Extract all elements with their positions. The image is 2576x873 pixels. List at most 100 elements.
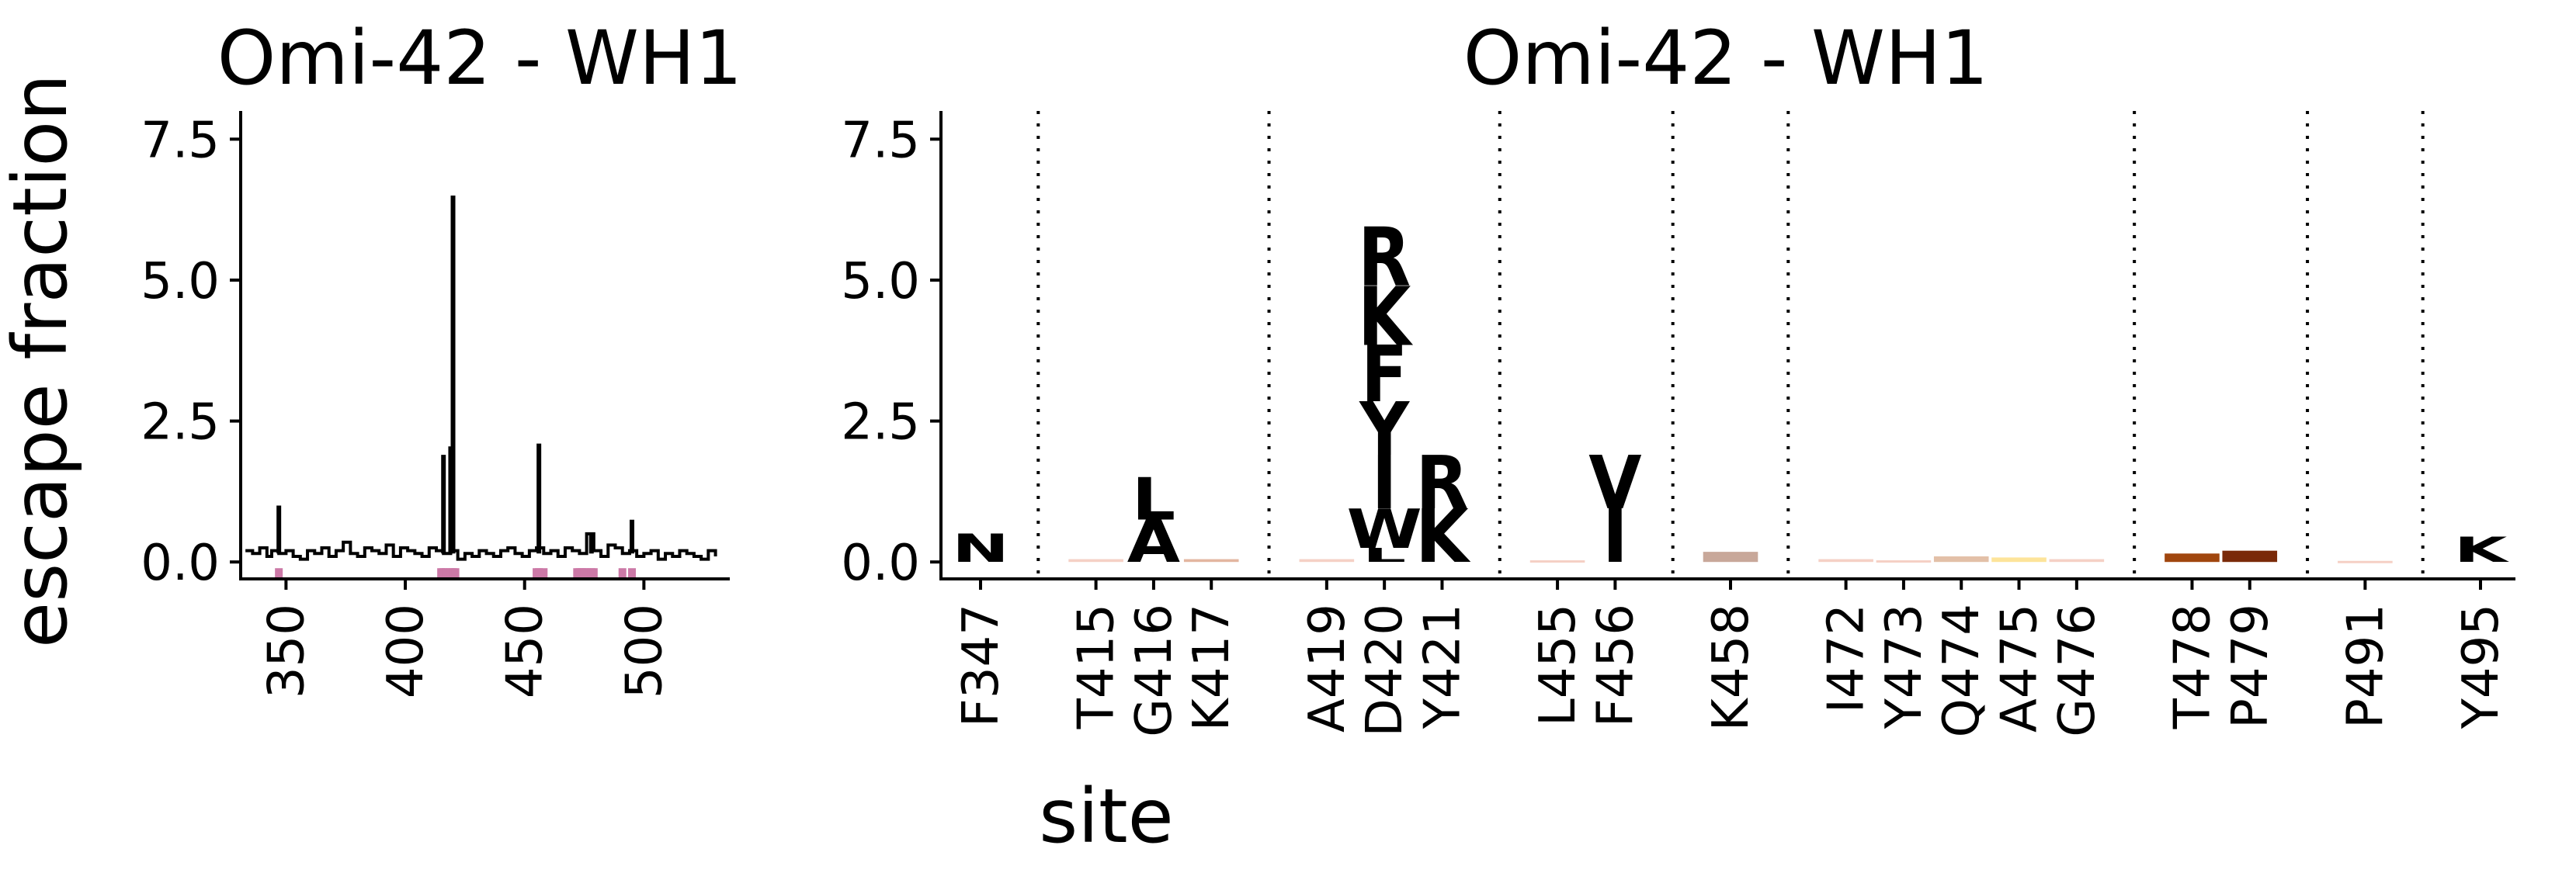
logo-letter: R: [1415, 440, 1468, 526]
logo-letter-group: R: [1358, 210, 1411, 305]
logo-small-mark: [1876, 560, 1932, 563]
logo-letter-group: I: [1372, 440, 1397, 526]
logo-letter-group: L: [1363, 545, 1406, 567]
y-tick-label: 5.0: [841, 253, 920, 310]
site-label: K417: [1183, 604, 1241, 731]
logo-letter: F: [1361, 331, 1408, 420]
logo-small-mark: [2338, 560, 2393, 563]
logo-letter-group: F: [1361, 331, 1408, 420]
site-label: Y421: [1414, 604, 1471, 729]
site-label: F456: [1587, 604, 1644, 727]
highlighted-site-marks: [275, 568, 636, 579]
x-tick-label: 450: [497, 604, 554, 698]
highlight-mark: [535, 568, 543, 579]
logo-letter: A: [1127, 509, 1180, 577]
logo-x-ticks: F347 T415 G416 K417 A419 D420 Y421 L455 F456 K458…: [953, 579, 2510, 738]
logo-letter: Y: [1359, 386, 1411, 473]
logo-letter: L: [1363, 545, 1406, 567]
logo-small-mark: [1529, 560, 1585, 563]
logo-small-mark: [1183, 559, 1239, 563]
logo-letter: K: [2454, 530, 2510, 570]
logo-letter-group: W: [1346, 497, 1422, 560]
logo-small-mark: [1818, 559, 1873, 563]
y-tick-label: 2.5: [141, 394, 220, 452]
y-tick-label: 7.5: [841, 112, 920, 169]
logo-small-mark: [2049, 559, 2105, 563]
highlight-mark: [589, 568, 598, 579]
y-axis-label: escape fraction: [0, 74, 84, 648]
highlight-mark: [540, 568, 548, 579]
highlight-mark: [442, 568, 450, 579]
x-tick-label: 350: [258, 604, 315, 698]
logo-small-mark: [1703, 552, 1758, 563]
site-label: T415: [1068, 604, 1126, 729]
y-tick-label: 0.0: [141, 535, 220, 592]
logo-small-mark: [2222, 550, 2278, 563]
logo-small-mark: [2165, 553, 2220, 563]
logo-letter: K: [1415, 494, 1470, 580]
site-label: F347: [953, 604, 1010, 727]
logo-letter-group: L: [1132, 466, 1175, 534]
logo-letter-group: Y: [1359, 386, 1411, 473]
site-label: P479: [2222, 604, 2279, 729]
site-label: G416: [1126, 604, 1183, 737]
site-label: A475: [1991, 604, 2049, 733]
logo-letter: V: [1588, 440, 1642, 526]
logo-letter-group: K: [1358, 269, 1413, 364]
site-label: T478: [2164, 604, 2221, 729]
logo-small-mark: [1991, 557, 2047, 563]
overview-x-ticks: 350 400 450 500: [258, 579, 673, 698]
logo-axes: [939, 111, 2515, 580]
overview-title: Omi-42 - WH1: [217, 15, 742, 102]
y-tick-label: 0.0: [841, 535, 920, 592]
logo-letter-group: V: [1588, 440, 1642, 526]
logo-letter: N: [952, 526, 1009, 571]
overview-y-ticks: 0.0 2.5 5.0 7.5: [141, 112, 241, 592]
overview-panel: Omi-42 - WH1 0.0 2.5 5.0 7.5 350 400 450 500: [141, 15, 742, 698]
logo-small-mark: [1299, 559, 1355, 563]
y-tick-label: 5.0: [141, 253, 220, 310]
logo-letter-group: R: [1415, 440, 1468, 526]
baseline-series: [245, 532, 717, 561]
site-label: A419: [1299, 604, 1356, 733]
logo-letter: I: [1372, 440, 1397, 526]
logo-small-mark: [1933, 556, 1989, 563]
logo-letter: R: [1358, 210, 1411, 305]
site-label: L455: [1529, 604, 1587, 726]
spike-lines: [276, 195, 634, 554]
overview-axes: [239, 111, 730, 580]
site-label: I472: [1818, 604, 1876, 713]
highlight-mark: [618, 568, 627, 579]
logo-small-mark: [1068, 559, 1123, 563]
logo-letter: W: [1346, 497, 1422, 560]
x-tick-label: 400: [377, 604, 435, 698]
site-label: P491: [2337, 604, 2394, 729]
logo-letter: K: [1358, 269, 1413, 364]
site-label: G476: [2049, 604, 2106, 737]
site-label: Y495: [2453, 604, 2510, 729]
logo-letter: I: [1602, 494, 1628, 580]
site-label: Y473: [1876, 604, 1933, 729]
logo-letter-group: K: [1415, 494, 1470, 580]
logo-letter-group: A: [1127, 509, 1180, 577]
highlight-mark: [628, 568, 636, 579]
highlight-mark: [582, 568, 591, 579]
site-label: Q474: [1933, 604, 1991, 738]
logo-letter-group: I: [1602, 494, 1628, 580]
x-axis-label: site: [1039, 773, 1173, 860]
y-tick-label: 7.5: [141, 112, 220, 169]
logo-letter: L: [1132, 466, 1175, 534]
highlight-mark: [275, 568, 283, 579]
site-label: K458: [1703, 604, 1760, 731]
logo-y-ticks: 0.0 2.5 5.0 7.5: [841, 112, 941, 592]
group-separators: [1036, 111, 2425, 579]
site-label: D420: [1356, 604, 1414, 736]
logo-title: Omi-42 - WH1: [1463, 15, 1988, 102]
logo-letter-group: K: [2454, 530, 2510, 570]
baseline-line: [245, 532, 717, 561]
y-tick-label: 2.5: [841, 394, 920, 452]
highlight-mark: [451, 568, 460, 579]
